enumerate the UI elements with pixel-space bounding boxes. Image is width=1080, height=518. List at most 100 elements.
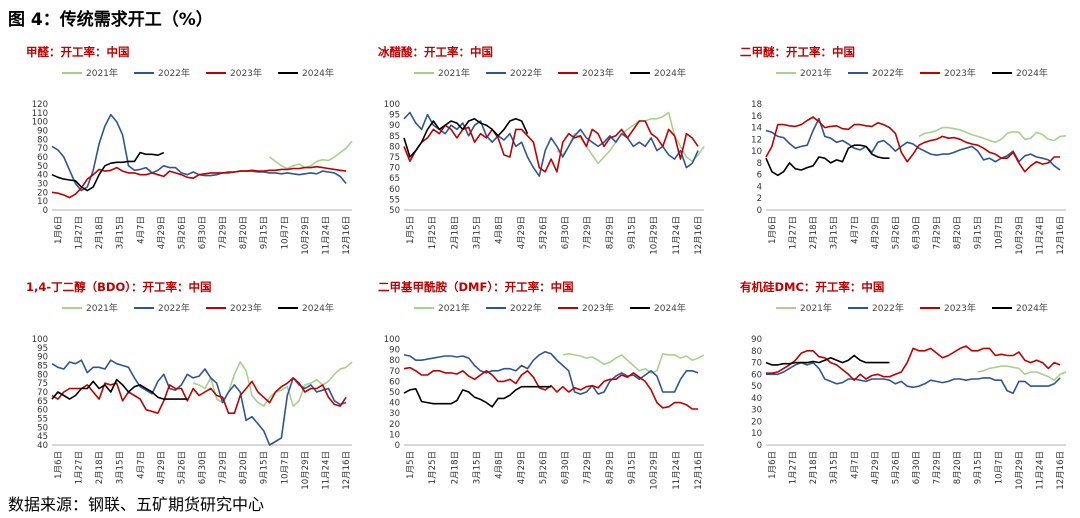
x-tick-label: 8月20日 (239, 451, 249, 484)
x-tick-label: 3月15日 (116, 216, 126, 249)
y-tick-label: 50 (37, 162, 48, 172)
y-tick-label: 10 (751, 429, 762, 439)
y-tick-label: 16 (751, 112, 762, 122)
legend-label: 2021年 (438, 67, 470, 79)
series-line-2023年 (766, 345, 1061, 381)
y-tick-label: 85 (389, 132, 400, 142)
x-tick-label: 1月27日 (75, 451, 85, 484)
x-tick-label: 9月15日 (974, 216, 984, 249)
y-tick-label: 70 (751, 359, 762, 369)
x-tick-label: 1月5日 (406, 451, 416, 479)
y-tick-label: 18 (751, 100, 762, 110)
x-tick-label: 8月20日 (953, 451, 963, 484)
y-tick-label: 75 (37, 379, 48, 389)
x-tick-label: 4月29日 (871, 451, 881, 484)
x-tick-label: 1月27日 (789, 216, 799, 249)
x-tick-label: 3月15日 (116, 451, 126, 484)
x-tick-label: 8月20日 (953, 216, 963, 249)
legend-label: 2024年 (302, 67, 334, 79)
y-tick-label: 50 (389, 388, 400, 398)
x-tick-label: 5月26日 (177, 216, 187, 249)
y-tick-label: 6 (757, 171, 762, 181)
y-tick-label: 90 (389, 121, 400, 131)
x-tick-label: 3月15日 (830, 216, 840, 249)
x-tick-label: 4月7日 (136, 216, 146, 244)
x-tick-label: 8月29日 (605, 216, 615, 249)
y-tick-label: 0 (43, 206, 48, 216)
y-tick-label: 10 (37, 197, 48, 207)
y-tick-label: 80 (389, 142, 400, 152)
x-tick-label: 3月15日 (830, 451, 840, 484)
x-tick-label: 6月30日 (198, 451, 208, 484)
chart-title: 二甲醚：开工率：中国 (740, 45, 855, 59)
x-tick-label: 7月29日 (933, 216, 943, 249)
y-tick-label: 60 (751, 370, 762, 380)
x-tick-label: 10月29日 (650, 451, 660, 490)
legend-label: 2023年 (944, 67, 976, 79)
x-tick-label: 7月29日 (219, 451, 229, 484)
legend-label: 2022年 (872, 67, 904, 79)
chart-panel-dmf: 二甲基甲酰胺（DMF）：开工率：中国 2021年 2022年 2023年 2024年 0… (362, 279, 714, 507)
y-tick-label: 60 (37, 406, 48, 416)
legend-label: 2022年 (158, 67, 190, 79)
series-line-2021年 (918, 126, 1067, 144)
x-tick-label: 11月24日 (1035, 216, 1045, 255)
y-tick-label: 100 (32, 118, 48, 128)
x-tick-label: 11月24日 (1035, 451, 1045, 490)
y-tick-label: 100 (384, 335, 400, 345)
x-tick-label: 3月15日 (472, 216, 482, 249)
series-line-2022年 (403, 111, 699, 177)
y-tick-label: 55 (37, 415, 48, 425)
series-line-2023年 (765, 116, 1061, 173)
legend: 2021年 2022年 2023年 2024年 (776, 67, 1048, 79)
legend: 2021年 2022年 2023年 2024年 (414, 67, 686, 79)
x-tick-label: 9月15日 (628, 451, 638, 484)
y-tick-label: 90 (37, 127, 48, 137)
chart-panel-dme: 二甲醚：开工率：中国 2021年 2022年 2023年 2024年 0 2 4 6 8 10 12… (724, 44, 1076, 272)
chart-svg: 2021年 2022年 2023年 2024年 50556065707580859095… (384, 67, 705, 255)
legend-label: 2024年 (654, 67, 686, 79)
x-tick-label: 12月16日 (1056, 216, 1066, 255)
chart-svg: 2021年 2022年 2023年 2024年01020304050607080901… (32, 67, 353, 255)
legend-label: 2024年 (654, 302, 686, 314)
x-tick-label: 1月27日 (789, 451, 799, 484)
x-tick-label: 2月18日 (450, 451, 460, 484)
legend-label: 2022年 (510, 302, 542, 314)
y-tick-label: 0 (757, 206, 762, 216)
x-tick-label: 6月30日 (912, 451, 922, 484)
x-tick-label: 7月29日 (219, 216, 229, 249)
chart-title: 二甲基甲酰胺（DMF）：开工率：中国 (378, 280, 574, 294)
x-tick-label: 6月30日 (912, 216, 922, 249)
y-tick-label: 60 (37, 153, 48, 163)
x-tick-label: 4月8日 (495, 216, 505, 244)
series-line-2023年 (403, 120, 699, 173)
x-tick-label: 6月30日 (561, 216, 571, 249)
legend-label: 2022年 (158, 302, 190, 314)
x-tick-label: 1月6日 (54, 451, 64, 479)
chart-svg: 2021年 2022年 2023年 2024年 40455055606570758085… (32, 302, 353, 490)
legend-label: 2021年 (800, 302, 832, 314)
y-tick-label: 80 (37, 370, 48, 380)
series-line-2021年 (562, 353, 705, 374)
x-tick-label: 10月29日 (1015, 216, 1025, 255)
x-tick-label: 9月15日 (260, 451, 270, 484)
x-tick-label: 12月16日 (694, 451, 704, 490)
x-tick-label: 8月20日 (239, 216, 249, 249)
x-tick-label: 4月29日 (517, 216, 527, 249)
y-tick-label: 120 (32, 100, 48, 110)
x-tick-label: 4月8日 (495, 451, 505, 479)
chart-title: 有机硅DMC：开工率：中国 (740, 280, 885, 294)
x-tick-label: 4月7日 (850, 451, 860, 479)
legend: 2021年 2022年 2023年 2024年 (62, 67, 334, 79)
x-tick-label: 11月24日 (321, 216, 331, 255)
legend: 2021年 2022年 2023年 2024年 (414, 302, 686, 314)
y-tick-label: 50 (751, 382, 762, 392)
series-line-2024年 (403, 118, 529, 158)
legend-label: 2023年 (582, 67, 614, 79)
x-tick-label: 10月29日 (301, 451, 311, 490)
y-tick-label: 0 (757, 441, 762, 451)
x-tick-label: 2月18日 (95, 216, 105, 249)
y-tick-label: 90 (389, 346, 400, 356)
x-tick-label: 4月7日 (136, 451, 146, 479)
x-tick-label: 2月18日 (809, 451, 819, 484)
